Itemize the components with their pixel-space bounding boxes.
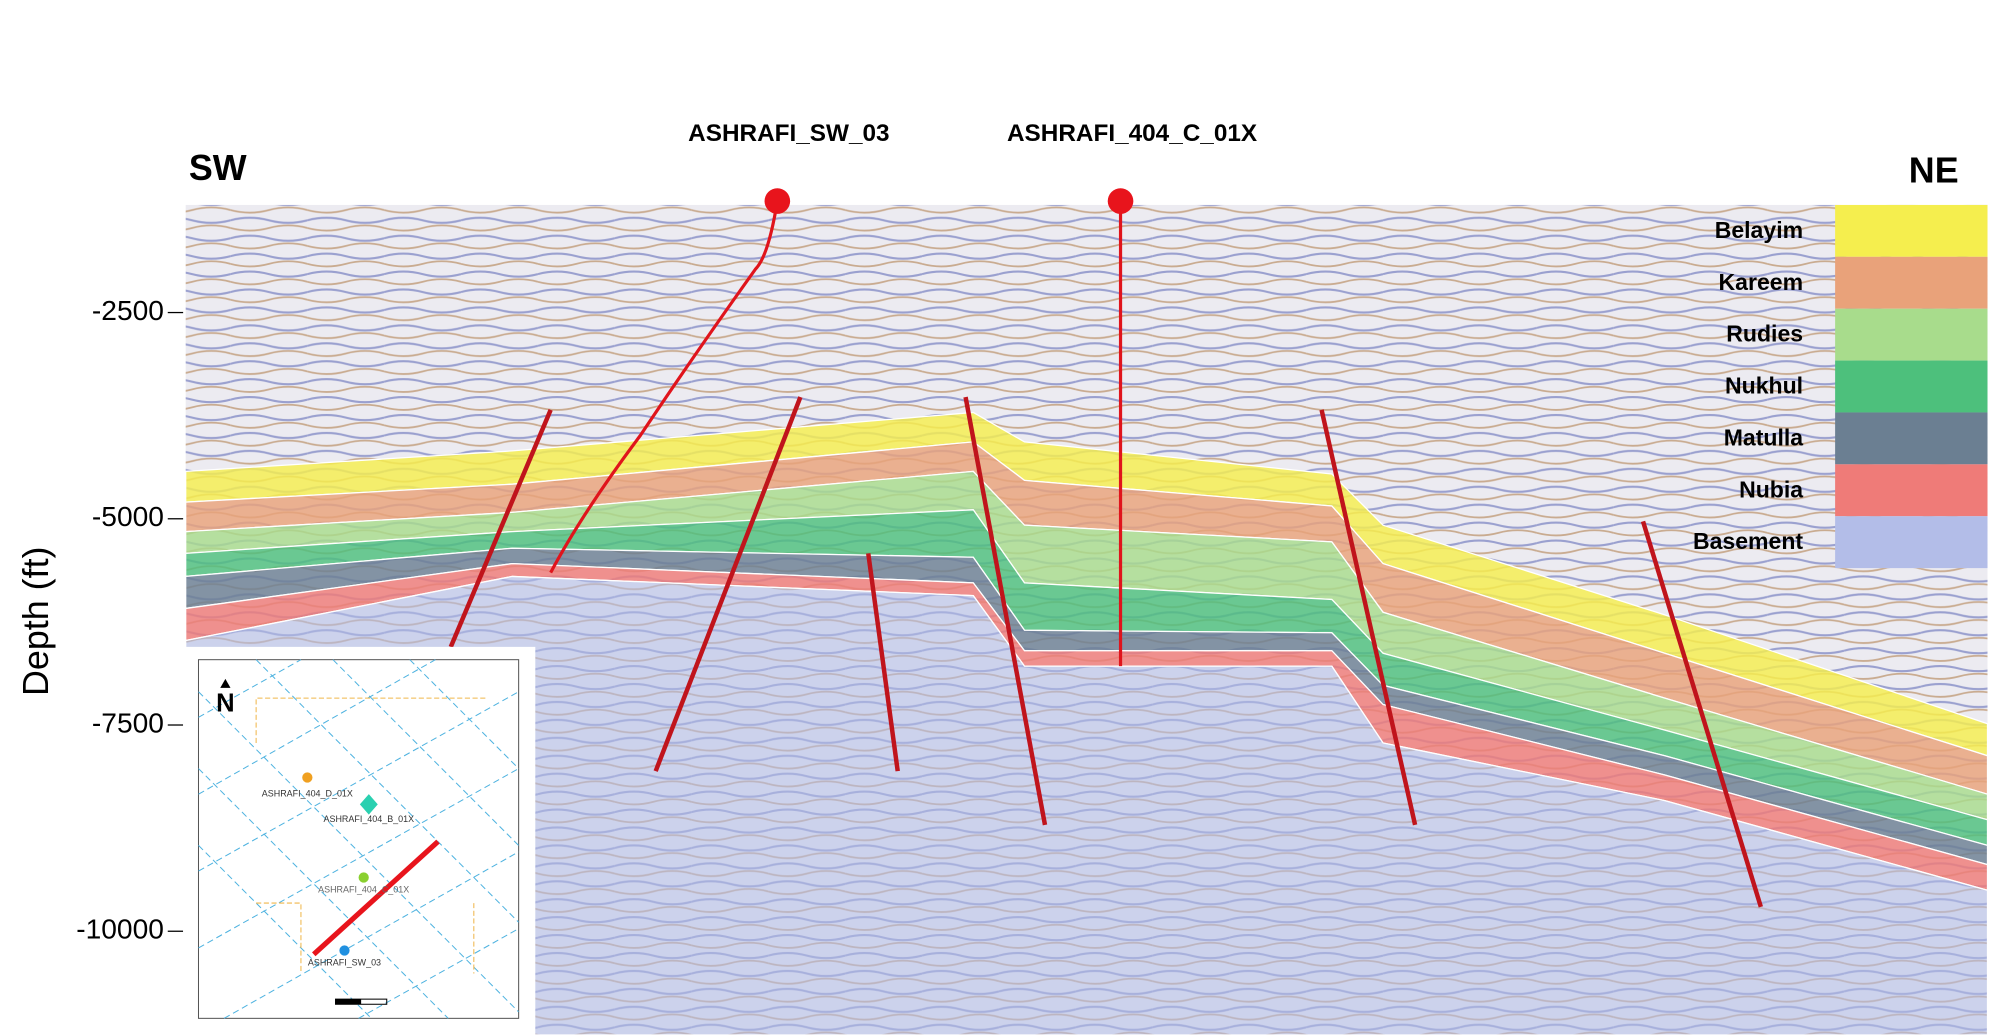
legend-swatch [1835,464,1988,517]
direction-label: SW [189,148,247,188]
faults [448,396,1763,908]
legend-swatch [1835,412,1988,465]
y-tick-label: -2500 [92,294,164,326]
legend-swatch [1835,308,1988,361]
legend-label: Matulla [1724,424,1804,450]
legend-label: Rudies [1726,321,1803,347]
well-label: ASHRAFI_SW_03 [688,120,889,147]
inset-well-label: ASHRAFI_404_B_01X [324,814,415,824]
north-arrow: N [216,689,234,717]
legend-swatch [1835,256,1988,309]
legend-label: Belayim [1715,217,1803,243]
legend-label: Nukhul [1725,373,1803,399]
inset-map: N ASHRAFI_404_D_01X ASHRAFI_404_B_01X AS… [183,646,536,1035]
inset-well-label: ASHRAFI_404_C_01X [318,885,409,895]
legend-swatch [1835,516,1988,569]
direction-label: NE [1909,150,1959,190]
legend-swatch [1835,204,1988,257]
legend-label: Kareem [1719,269,1804,295]
y-tick-label: -10000 [76,913,164,945]
well-paths [549,188,1134,667]
axis-title: Depth (ft) [16,547,56,696]
y-tick-label: -5000 [92,500,164,532]
legend-label: Nubia [1739,476,1803,502]
formation-layer [185,575,1989,1035]
legend-swatch [1835,360,1988,413]
y-tick-label: -7500 [92,706,164,738]
well-label: ASHRAFI_404_C_01X [1007,120,1258,147]
inset-well-label: ASHRAFI_404_D_01X [262,789,353,799]
inset-well-label: ASHRAFI_SW_03 [308,958,381,968]
legend-label: Basement [1693,528,1803,554]
